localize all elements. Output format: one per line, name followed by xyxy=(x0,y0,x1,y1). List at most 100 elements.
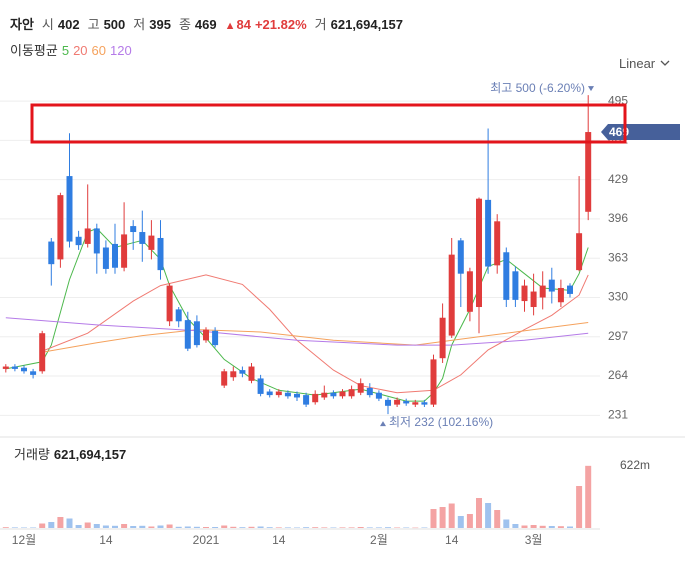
volume-bar xyxy=(57,517,64,528)
volume-bar xyxy=(548,526,555,528)
volume-bar xyxy=(203,527,209,528)
volume-bar xyxy=(312,527,319,528)
candle-body xyxy=(530,291,537,308)
volume-bar xyxy=(539,525,546,528)
volume-bar xyxy=(357,527,364,528)
volume-bar xyxy=(239,527,246,528)
scale-label[interactable]: Linear xyxy=(619,56,656,71)
summary-value: 402 xyxy=(57,17,80,32)
volume-bar xyxy=(11,527,18,528)
volume-bar xyxy=(348,527,355,528)
volume-bar xyxy=(48,522,55,528)
volume-bar xyxy=(75,525,82,528)
candle-body xyxy=(121,234,128,268)
candle-body xyxy=(275,391,282,396)
volume-bar xyxy=(184,526,191,528)
volume-bar xyxy=(485,503,492,528)
summary-label: 저 xyxy=(133,17,146,32)
candle-body xyxy=(157,237,164,271)
y-tick-label: 330 xyxy=(608,290,628,304)
volume-bar xyxy=(166,524,173,528)
volume-bar xyxy=(503,519,510,528)
summary-label: 고 xyxy=(87,17,100,32)
candle-body xyxy=(139,232,146,244)
candle-body xyxy=(466,271,473,312)
volume-title: 거래량 xyxy=(14,447,50,462)
volume-bar xyxy=(30,527,37,528)
summary-value: 500 xyxy=(103,17,126,32)
candle-body xyxy=(485,199,492,267)
volume-label: 거 xyxy=(314,17,327,32)
chevron-icon xyxy=(660,60,670,66)
volume: 621,694,157 xyxy=(330,17,403,32)
candle-body xyxy=(248,366,255,381)
volume-header: 거래량 621,694,157 xyxy=(14,444,134,463)
volume-bar xyxy=(102,525,109,528)
candle-body xyxy=(375,392,382,399)
header: 자안 시 402 고 500 저 395 종 469 ▲ 84 +21.82% 거 621,… xyxy=(10,14,411,33)
volume-bar xyxy=(121,524,128,528)
candle-body xyxy=(130,226,137,233)
volume-bar xyxy=(193,526,200,528)
volume-bar xyxy=(157,525,164,528)
x-tick-label: 12월 xyxy=(12,533,36,547)
y-tick-label: 396 xyxy=(608,211,628,225)
y-tick-label: 231 xyxy=(608,408,628,422)
volume-bar xyxy=(275,527,282,528)
candle-body xyxy=(148,235,155,250)
candle-body xyxy=(539,285,546,298)
candle-body xyxy=(39,333,46,372)
y-tick-label: 363 xyxy=(608,250,628,264)
candle-body xyxy=(294,393,300,398)
volume-bar xyxy=(557,526,564,528)
candle-body xyxy=(412,402,419,405)
volume-bar xyxy=(321,527,328,528)
change: 84 xyxy=(236,17,251,32)
summary-value: 395 xyxy=(149,17,171,32)
candle-body xyxy=(166,285,173,322)
volume-total: 621,694,157 xyxy=(53,447,127,462)
ma-line xyxy=(42,274,589,394)
candle-body xyxy=(476,198,482,308)
volume-bar xyxy=(148,526,155,528)
ma-legend-item: 120 xyxy=(110,43,132,58)
candle-body xyxy=(321,392,328,398)
volume-bar xyxy=(457,516,464,528)
candle-body xyxy=(257,378,264,394)
candle-body xyxy=(57,195,64,260)
volume-bar xyxy=(330,527,337,528)
volume-bar xyxy=(494,510,501,528)
candle-body xyxy=(512,271,519,300)
candle-body xyxy=(357,383,364,393)
high-note: 최고 500 (-6.20%) xyxy=(490,81,585,95)
volume-bar xyxy=(294,527,300,528)
volume-bar xyxy=(394,527,401,528)
ma-legend-item: 60 xyxy=(91,43,107,58)
ma-title: 이동평균 xyxy=(10,43,58,58)
moving-averages xyxy=(5,227,589,402)
volume-bar xyxy=(366,527,373,528)
scale-selector[interactable]: Linear xyxy=(619,55,671,71)
volume-bar xyxy=(93,524,100,528)
low-note: 최저 232 (102.16%) xyxy=(389,415,493,429)
current-price-pill xyxy=(601,124,680,141)
volume-bar xyxy=(221,525,228,528)
candle-body xyxy=(521,285,528,302)
volume-bar xyxy=(66,518,73,528)
volume-bar xyxy=(476,498,482,528)
candles xyxy=(2,95,592,415)
candle-body xyxy=(11,366,18,369)
volume-bar xyxy=(385,527,391,528)
labels: 23126429733036339642946249512월142021142월… xyxy=(12,81,680,547)
volume-bar xyxy=(175,526,182,528)
volume-bar xyxy=(412,527,419,529)
candle-body xyxy=(2,366,9,369)
candle-body xyxy=(93,228,100,254)
volume-bar xyxy=(112,525,118,528)
symbol: 자안 xyxy=(10,17,34,32)
candle-body xyxy=(557,287,564,303)
x-tick-label: 14 xyxy=(99,533,113,547)
high-arrow xyxy=(588,86,594,92)
